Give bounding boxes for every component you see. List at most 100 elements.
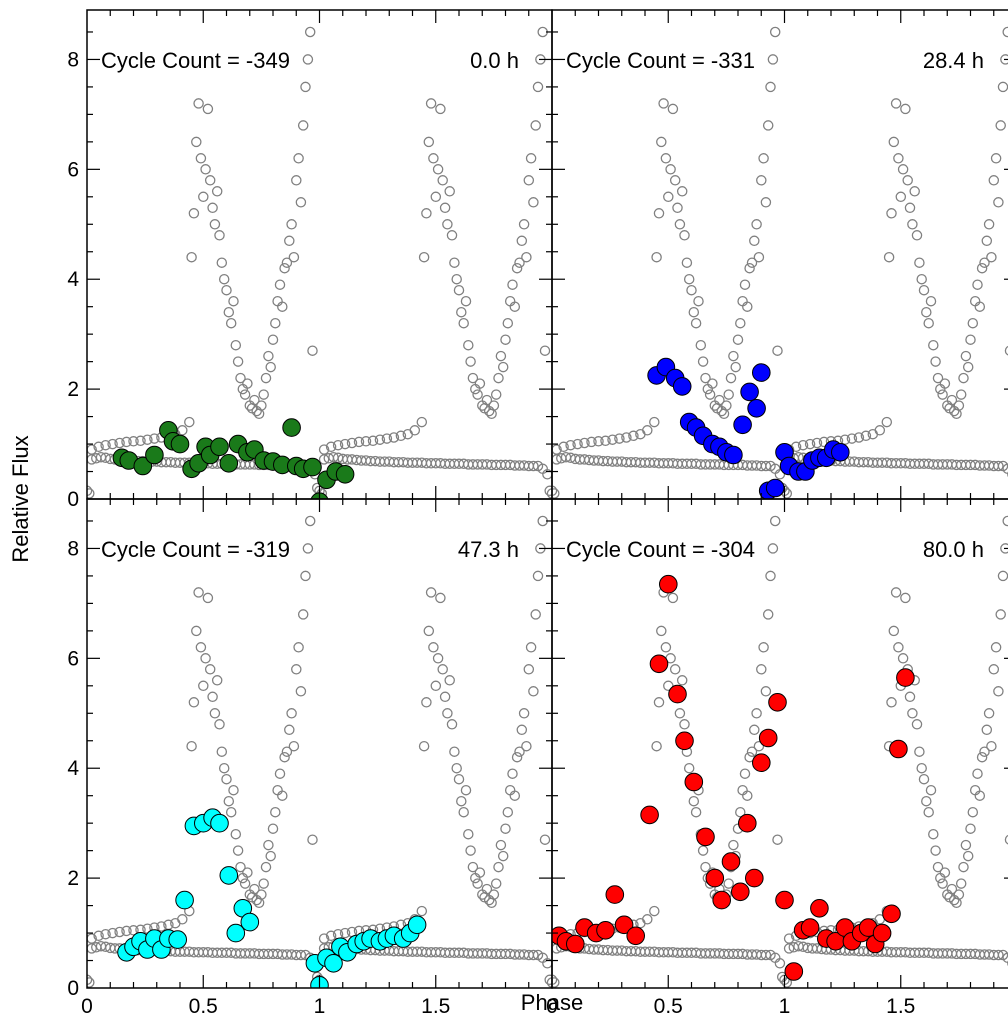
background-point (995, 120, 1006, 131)
background-point (318, 933, 330, 944)
cycle-point (745, 868, 764, 888)
background-point (284, 724, 295, 736)
background-point (107, 438, 118, 450)
background-point (767, 54, 779, 65)
background-point (930, 845, 941, 856)
cycle-point (747, 399, 766, 418)
cycle-point (640, 805, 659, 825)
cycle-point (145, 445, 164, 465)
background-point (423, 136, 435, 148)
background-point (997, 81, 1008, 93)
background-point (474, 378, 486, 389)
background-point (432, 653, 444, 664)
cycle-point (831, 443, 850, 462)
background-point (209, 708, 221, 719)
background-point (721, 400, 732, 411)
background-point (690, 317, 702, 329)
background-point (295, 949, 307, 961)
cycle-point (175, 890, 194, 910)
background-point (242, 378, 253, 389)
panel-4: 0 0.5 1 1.5 Cycle Count = -304 80.0 h (546, 498, 1008, 1015)
background-point (965, 334, 976, 345)
cycle-point (240, 912, 260, 932)
background-point (958, 372, 969, 384)
background-point (758, 642, 769, 653)
background-point (281, 257, 293, 268)
background-point (600, 435, 611, 447)
cycle-point (168, 930, 187, 949)
background-point (416, 416, 428, 428)
background-point (707, 378, 718, 389)
background-point (395, 919, 407, 931)
background-point (304, 515, 316, 527)
background-point (758, 153, 769, 164)
background-point (660, 153, 672, 164)
cycle-point (566, 934, 585, 954)
background-point (472, 878, 483, 889)
background-point (177, 914, 188, 925)
background-point (216, 746, 228, 757)
background-point (642, 914, 653, 925)
background-point (797, 439, 809, 451)
cycle-point (738, 813, 757, 833)
background-point (425, 98, 437, 109)
background-point (967, 806, 979, 818)
background-point (660, 642, 672, 653)
background-point (925, 784, 937, 796)
background-point (267, 823, 279, 834)
background-point (439, 202, 451, 214)
background-point (500, 334, 511, 345)
background-point (537, 26, 548, 38)
background-point (688, 795, 700, 807)
background-point (783, 933, 795, 944)
cycle-count-label: Cycle Count = -304 (566, 537, 755, 562)
cycle-point (721, 852, 741, 871)
background-point (288, 740, 300, 752)
background-point (216, 257, 228, 268)
background-point (490, 389, 502, 400)
background-point (493, 861, 504, 873)
cycle-points (647, 357, 850, 499)
background-point (107, 927, 118, 939)
background-point (990, 153, 1002, 164)
panel-frame (551, 498, 1008, 989)
background-point (728, 350, 739, 362)
background-point (381, 433, 393, 444)
background-point (465, 845, 476, 856)
background-point (735, 806, 746, 818)
cycle-count-label: Cycle Count = -319 (101, 537, 290, 562)
background-point (579, 437, 590, 449)
background-point (528, 949, 539, 961)
background-point (339, 438, 351, 450)
background-point (881, 416, 893, 428)
background-point (756, 664, 767, 675)
background-point (988, 664, 1000, 675)
background-point (456, 795, 467, 807)
background-point (811, 437, 823, 449)
cycle-point (882, 904, 901, 924)
background-point (374, 434, 386, 445)
background-point (930, 356, 941, 367)
background-point (983, 219, 995, 230)
background-point (667, 592, 679, 604)
background-point (674, 708, 686, 719)
panels-layer: 2 4 6 8 0 Cycle Count = -349 0.0 h Cycle Count … (67, 9, 1008, 1015)
background-point (525, 642, 537, 653)
background-point (428, 153, 439, 164)
background-point (700, 861, 711, 873)
background-point (1004, 834, 1008, 845)
background-point (500, 823, 511, 834)
y-tick-label: 2 (67, 378, 79, 401)
background-point (1004, 345, 1008, 356)
background-point (739, 768, 751, 779)
background-point (953, 889, 965, 900)
cycle-point (758, 728, 778, 748)
y-tick-label: 0 (67, 977, 79, 1000)
cycle-point (684, 772, 704, 792)
background-point (511, 751, 523, 763)
cycle-point (752, 363, 771, 382)
background-point (739, 279, 751, 290)
background-point (937, 878, 948, 889)
background-point (1000, 543, 1008, 554)
background-point (495, 350, 507, 362)
